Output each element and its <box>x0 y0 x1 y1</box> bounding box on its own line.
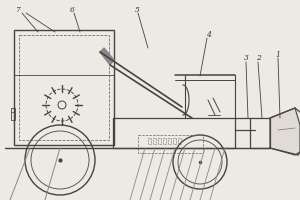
Bar <box>138 135 203 153</box>
Bar <box>173 138 176 144</box>
Bar <box>158 138 161 144</box>
Bar <box>168 138 171 144</box>
Text: 7: 7 <box>16 6 20 14</box>
Text: 3: 3 <box>244 54 248 62</box>
Text: 4: 4 <box>206 31 210 39</box>
Text: 2: 2 <box>256 54 260 62</box>
Text: 1: 1 <box>276 51 280 59</box>
Text: 6: 6 <box>70 6 74 14</box>
Bar <box>163 138 166 144</box>
Bar <box>148 138 151 144</box>
Bar <box>14 30 114 145</box>
Polygon shape <box>100 48 114 65</box>
Text: 5: 5 <box>135 6 140 14</box>
Bar <box>153 138 156 144</box>
Polygon shape <box>270 108 300 155</box>
Bar <box>19 35 109 140</box>
Bar <box>178 138 181 144</box>
Bar <box>11 108 15 120</box>
